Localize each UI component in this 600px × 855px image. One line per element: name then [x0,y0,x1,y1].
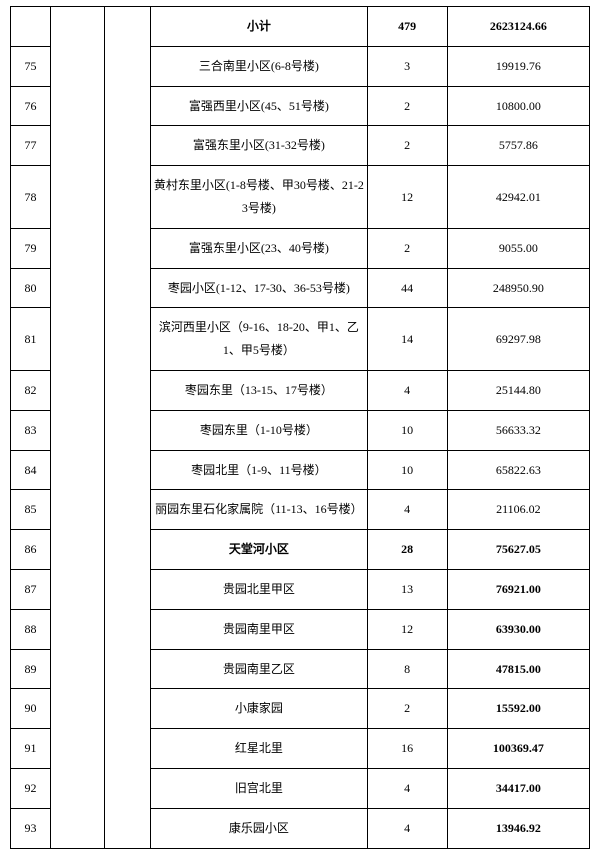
row-count: 4 [367,490,447,530]
row-name: 红星北里 [151,729,367,769]
row-name: 贵园北里甲区 [151,569,367,609]
row-count: 4 [367,808,447,848]
row-count: 2 [367,228,447,268]
row-no: 79 [11,228,51,268]
row-name: 康乐园小区 [151,808,367,848]
row-no: 85 [11,490,51,530]
row-count: 16 [367,729,447,769]
subtotal-amount: 2623124.66 [447,7,589,47]
row-count: 4 [367,768,447,808]
row-name: 枣园小区(1-12、17-30、36-53号楼) [151,268,367,308]
row-no: 92 [11,768,51,808]
row-count: 4 [367,370,447,410]
row-name: 枣园北里（1-9、11号楼） [151,450,367,490]
row-no: 83 [11,410,51,450]
row-amount: 65822.63 [447,450,589,490]
row-no: 82 [11,370,51,410]
row-no: 88 [11,609,51,649]
row-no: 87 [11,569,51,609]
subtotal-row: 小计4792623124.66 [11,7,590,47]
row-name: 富强东里小区(31-32号楼) [151,126,367,166]
row-amount: 21106.02 [447,490,589,530]
row-name: 小康家园 [151,689,367,729]
row-name: 黄村东里小区(1-8号楼、甲30号楼、21-23号楼) [151,166,367,229]
row-name: 滨河西里小区（9-16、18-20、甲1、乙1、甲5号楼） [151,308,367,371]
row-no: 89 [11,649,51,689]
row-count: 13 [367,569,447,609]
row-name: 天堂河小区 [151,530,367,570]
subtotal-count: 479 [367,7,447,47]
row-amount: 34417.00 [447,768,589,808]
row-amount: 13946.92 [447,808,589,848]
row-name: 贵园南里乙区 [151,649,367,689]
row-count: 14 [367,308,447,371]
row-amount: 248950.90 [447,268,589,308]
blank-col-3 [105,7,151,849]
row-amount: 42942.01 [447,166,589,229]
row-name: 枣园东里（13-15、17号楼） [151,370,367,410]
row-name: 旧宫北里 [151,768,367,808]
row-count: 2 [367,86,447,126]
row-count: 2 [367,126,447,166]
row-name: 富强西里小区(45、51号楼) [151,86,367,126]
row-no: 93 [11,808,51,848]
row-count: 12 [367,609,447,649]
row-name: 枣园东里（1-10号楼） [151,410,367,450]
row-amount: 19919.76 [447,46,589,86]
row-no: 81 [11,308,51,371]
row-amount: 76921.00 [447,569,589,609]
row-no: 90 [11,689,51,729]
row-amount: 100369.47 [447,729,589,769]
row-no: 86 [11,530,51,570]
row-no: 77 [11,126,51,166]
row-count: 44 [367,268,447,308]
row-count: 8 [367,649,447,689]
row-amount: 9055.00 [447,228,589,268]
row-count: 28 [367,530,447,570]
row-amount: 5757.86 [447,126,589,166]
blank-col-2 [51,7,105,849]
row-amount: 69297.98 [447,308,589,371]
row-amount: 56633.32 [447,410,589,450]
row-no: 80 [11,268,51,308]
row-amount: 10800.00 [447,86,589,126]
row-count: 3 [367,46,447,86]
row-no: 91 [11,729,51,769]
row-no: 75 [11,46,51,86]
row-count: 12 [367,166,447,229]
row-no: 84 [11,450,51,490]
row-name: 贵园南里甲区 [151,609,367,649]
row-name: 三合南里小区(6-8号楼) [151,46,367,86]
subtotal-label: 小计 [151,7,367,47]
row-name: 丽园东里石化家属院（11-13、16号楼） [151,490,367,530]
row-no: 76 [11,86,51,126]
row-amount: 15592.00 [447,689,589,729]
row-count: 10 [367,410,447,450]
row-amount: 25144.80 [447,370,589,410]
row-amount: 75627.05 [447,530,589,570]
row-name: 富强东里小区(23、40号楼) [151,228,367,268]
data-table: 小计4792623124.6675三合南里小区(6-8号楼)319919.767… [10,6,590,849]
row-count: 10 [367,450,447,490]
row-amount: 63930.00 [447,609,589,649]
row-amount: 47815.00 [447,649,589,689]
row-no: 78 [11,166,51,229]
row-count: 2 [367,689,447,729]
row-no [11,7,51,47]
